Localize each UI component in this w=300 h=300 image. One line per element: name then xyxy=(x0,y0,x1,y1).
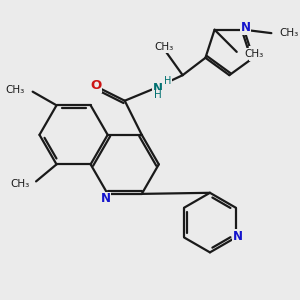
Text: N: N xyxy=(250,47,260,60)
Text: H: H xyxy=(164,76,172,85)
Text: N: N xyxy=(233,230,243,242)
Text: N: N xyxy=(101,192,111,206)
Text: CH₃: CH₃ xyxy=(11,179,30,189)
Text: CH₃: CH₃ xyxy=(154,42,173,52)
Text: CH₃: CH₃ xyxy=(244,49,264,59)
Text: N: N xyxy=(241,21,251,34)
Text: O: O xyxy=(90,80,101,92)
Text: CH₃: CH₃ xyxy=(5,85,25,94)
Text: N: N xyxy=(153,82,163,94)
Text: CH₃: CH₃ xyxy=(279,28,298,38)
Text: H: H xyxy=(154,90,162,100)
